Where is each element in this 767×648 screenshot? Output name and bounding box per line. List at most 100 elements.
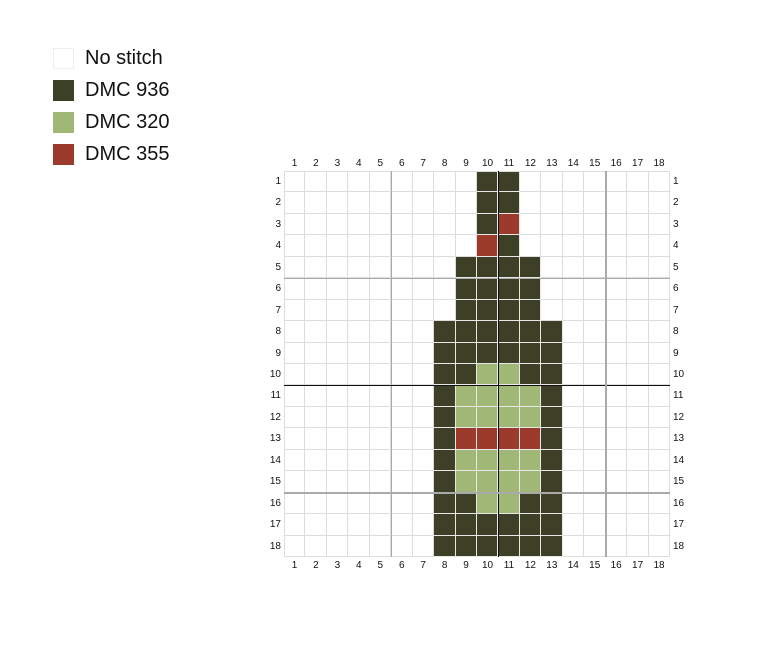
column-number: 2 — [313, 158, 319, 169]
stitch-cell — [605, 299, 628, 322]
stitch-cell — [584, 449, 606, 472]
stitch-cell — [369, 492, 392, 515]
column-number: 9 — [463, 158, 469, 169]
row-number: 12 — [673, 411, 685, 423]
stitch-cell — [477, 449, 499, 472]
stitch-cell — [519, 256, 542, 279]
stitch-cell — [584, 364, 606, 386]
stitch-cell — [391, 342, 413, 364]
stitch-cell — [605, 492, 628, 515]
stitch-cell — [541, 428, 563, 450]
stitch-cell — [648, 235, 670, 257]
stitch-cell — [562, 278, 585, 300]
stitch-cell — [434, 514, 456, 536]
stitch-cell — [648, 364, 670, 386]
stitch-cell — [369, 406, 392, 429]
stitch-cell — [434, 406, 456, 429]
stitch-cell — [434, 321, 456, 343]
stitch-cell — [477, 192, 499, 214]
column-number: 8 — [441, 158, 448, 169]
stitch-cell — [519, 299, 542, 322]
stitch-cell — [369, 256, 392, 279]
stitch-cell — [305, 192, 327, 214]
grid-major-line — [284, 384, 670, 387]
stitch-cell — [477, 471, 499, 493]
stitch-cell — [627, 321, 649, 343]
stitch-cell — [477, 321, 499, 343]
stitch-cell — [562, 235, 585, 257]
stitch-cell — [348, 449, 370, 472]
stitch-cell — [284, 428, 306, 450]
stitch-cell — [284, 364, 306, 386]
stitch-cell — [326, 342, 349, 364]
stitch-cell — [541, 406, 563, 429]
stitch-cell — [412, 171, 435, 193]
stitch-cell — [519, 278, 542, 300]
stitch-cell — [477, 492, 499, 515]
stitch-cell — [369, 171, 392, 193]
stitch-cell — [648, 471, 670, 493]
stitch-cell — [369, 235, 392, 257]
stitch-cell — [498, 514, 520, 536]
stitch-cell — [326, 514, 349, 536]
stitch-cell — [648, 278, 670, 300]
column-number: 16 — [610, 158, 622, 169]
stitch-cell — [434, 278, 456, 300]
stitch-cell — [455, 235, 477, 257]
stitch-cell — [455, 342, 477, 364]
stitch-cell — [455, 256, 477, 279]
row-number: 4 — [275, 240, 281, 252]
stitch-cell — [584, 535, 606, 557]
stitch-cell — [562, 514, 585, 536]
stitch-cell — [648, 535, 670, 557]
stitch-cell — [562, 492, 585, 515]
stitch-cell — [584, 471, 606, 493]
stitch-cell — [412, 364, 435, 386]
stitch-cell — [605, 364, 628, 386]
stitch-cell — [627, 278, 649, 300]
stitch-cell — [562, 342, 585, 364]
stitch-cell — [605, 213, 628, 236]
stitch-cell — [434, 364, 456, 386]
stitch-cell — [305, 514, 327, 536]
stitch-cell — [627, 192, 649, 214]
stitch-cell — [627, 171, 649, 193]
stitch-cell — [305, 299, 327, 322]
column-number: 15 — [589, 560, 601, 571]
row-number: 13 — [673, 433, 685, 445]
stitch-cell — [562, 299, 585, 322]
stitch-cell — [369, 535, 392, 557]
stitch-cell — [541, 385, 563, 407]
stitch-cell — [605, 321, 628, 343]
stitch-cell — [391, 492, 413, 515]
stitch-cell — [498, 192, 520, 214]
stitch-cell — [284, 278, 306, 300]
stitch-cell — [562, 406, 585, 429]
stitch-cell — [541, 342, 563, 364]
stitch-cell — [412, 428, 435, 450]
row-number: 17 — [673, 519, 685, 531]
stitch-cell — [326, 256, 349, 279]
stitch-cell — [284, 256, 306, 279]
stitch-cell — [284, 342, 306, 364]
stitch-cell — [348, 364, 370, 386]
column-number: 14 — [567, 560, 579, 571]
stitch-cell — [305, 406, 327, 429]
stitch-cell — [305, 321, 327, 343]
stitch-cell — [477, 535, 499, 557]
stitch-cell — [455, 428, 477, 450]
stitch-cell — [519, 449, 542, 472]
stitch-cell — [562, 321, 585, 343]
stitch-cell — [562, 428, 585, 450]
stitch-cell — [369, 364, 392, 386]
stitch-cell — [605, 278, 628, 300]
stitch-cell — [305, 385, 327, 407]
stitch-cell — [627, 342, 649, 364]
row-number: 10 — [269, 369, 281, 380]
stitch-cell — [348, 342, 370, 364]
stitch-cell — [412, 471, 435, 493]
color-swatch — [53, 47, 74, 69]
stitch-cell — [584, 492, 606, 515]
stitch-cell — [434, 471, 456, 493]
stitch-cell — [519, 428, 542, 450]
